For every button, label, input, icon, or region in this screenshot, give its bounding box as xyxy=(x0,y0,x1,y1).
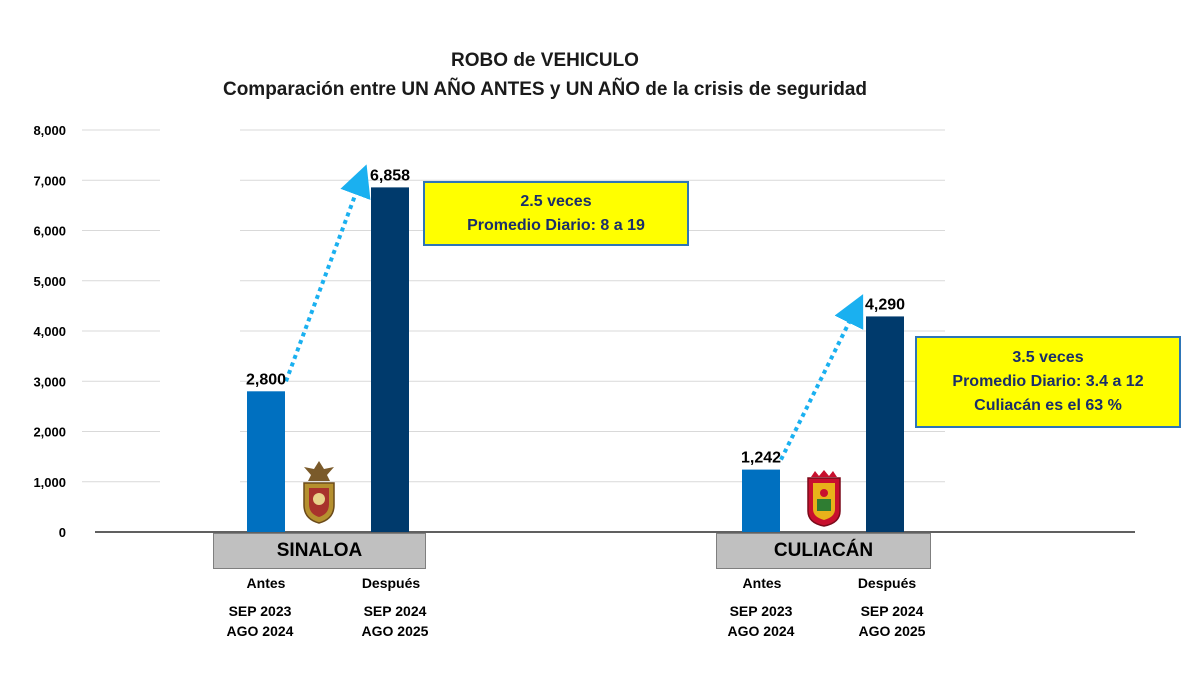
culiacan-despues-period-start: SEP 2024 xyxy=(860,603,924,619)
culiacan-antes-period-end: AGO 2024 xyxy=(727,623,795,639)
sinaloa-antes-period-start: SEP 2023 xyxy=(228,603,292,619)
sinaloa-seal-icon xyxy=(303,461,335,524)
culiacan-callout-line: Promedio Diario: 3.4 a 12 xyxy=(952,373,1144,390)
y-tick-label: 0 xyxy=(59,525,66,540)
bar-culiacán-1 xyxy=(866,316,904,532)
bar-sinaloa-0 xyxy=(247,391,285,532)
culiacan-despues-period-end: AGO 2025 xyxy=(858,623,926,639)
sinaloa-callout-line: 2.5 veces xyxy=(520,193,592,210)
sinaloa-antes-label: Antes xyxy=(246,575,286,591)
chart-title: ROBO de VEHICULO xyxy=(451,50,639,71)
category-label-sinaloa: SINALOA xyxy=(213,533,426,569)
sinaloa-despues-label: Después xyxy=(361,575,421,591)
culiacan-callout-line: Culiacán es el 63 % xyxy=(974,397,1122,414)
culiacan-antes-period-start: SEP 2023 xyxy=(729,603,793,619)
y-tick-label: 1,000 xyxy=(33,475,66,490)
data-label: 6,858 xyxy=(370,167,410,184)
y-tick-label: 8,000 xyxy=(33,123,66,138)
sinaloa-callout: 2.5 veces Promedio Diario: 8 a 19 xyxy=(423,181,689,246)
sinaloa-despues-period-start: SEP 2024 xyxy=(363,603,427,619)
sinaloa-despues-period-end: AGO 2025 xyxy=(361,623,429,639)
y-tick-label: 4,000 xyxy=(33,324,66,339)
y-tick-label: 5,000 xyxy=(33,274,66,289)
trend-arrow xyxy=(284,164,371,382)
bar-culiacán-0 xyxy=(742,469,780,532)
sinaloa-callout-line: Promedio Diario: 8 a 19 xyxy=(467,217,645,234)
category-label-culiacan: CULIACÁN xyxy=(716,533,931,569)
sinaloa-antes-period-end: AGO 2024 xyxy=(226,623,294,639)
y-tick-label: 7,000 xyxy=(33,173,66,188)
data-label: 4,290 xyxy=(865,296,905,313)
y-tick-label: 2,000 xyxy=(33,425,66,440)
bar-sinaloa-1 xyxy=(371,187,409,532)
culiacan-callout-line: 3.5 veces xyxy=(1012,349,1084,366)
data-label: 2,800 xyxy=(246,371,286,388)
y-tick-label: 3,000 xyxy=(33,374,66,389)
culiacan-seal-icon xyxy=(807,470,841,527)
culiacan-despues-label: Después xyxy=(857,575,917,591)
chart-subtitle: Comparación entre UN AÑO ANTES y UN AÑO … xyxy=(222,79,868,100)
y-tick-label: 6,000 xyxy=(33,224,66,239)
culiacan-callout: 3.5 veces Promedio Diario: 3.4 a 12 Culi… xyxy=(915,336,1181,428)
culiacan-antes-label: Antes xyxy=(742,575,782,591)
data-label: 1,242 xyxy=(741,450,781,467)
